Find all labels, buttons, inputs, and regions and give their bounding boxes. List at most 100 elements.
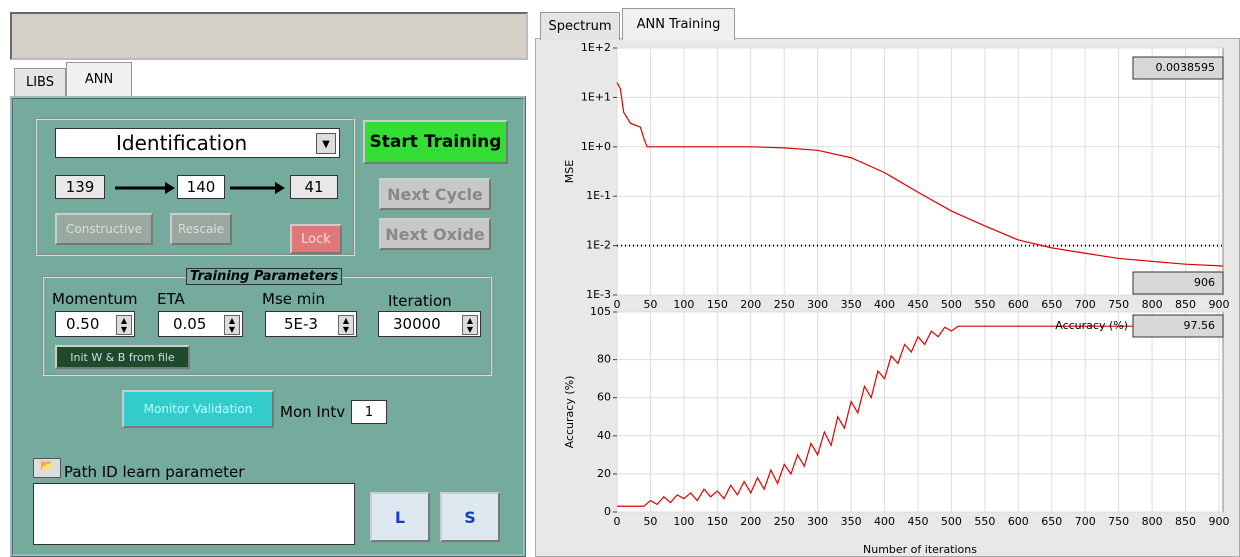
x-tick-label: 500	[941, 298, 962, 311]
x-tick-label: 150	[707, 515, 728, 528]
x-tick-label: 100	[673, 298, 694, 311]
param-value: 30000	[393, 315, 441, 333]
y-tick-label: 1E+1	[581, 90, 611, 103]
readout-value: 97.56	[1184, 319, 1216, 332]
next-cycle-button[interactable]: Next Cycle	[379, 178, 491, 210]
plot-area	[616, 47, 1224, 296]
x-tick-label: 900	[1208, 515, 1229, 528]
param-label: Momentum	[52, 290, 138, 308]
constructive-button[interactable]: Constructive	[55, 213, 153, 245]
arrows	[115, 182, 285, 194]
tab[interactable]: ANN	[66, 62, 132, 96]
x-tick-label: 300	[807, 515, 828, 528]
init-button[interactable]: Init W & B from file	[55, 345, 190, 369]
x-tick-label: 100	[673, 515, 694, 528]
spinner[interactable]: ▲ ▼	[224, 315, 240, 335]
folder-button[interactable]: 📂	[33, 458, 61, 478]
tab[interactable]: ANN Training	[622, 8, 735, 40]
param-input[interactable]: 0.05 ▲ ▼	[158, 311, 243, 337]
x-tick-label: 750	[1108, 298, 1129, 311]
layer-output[interactable]: 41	[290, 175, 338, 199]
x-tick-label: 450	[907, 515, 928, 528]
path-field[interactable]	[33, 483, 355, 545]
param-input[interactable]: 0.50 ▲ ▼	[55, 311, 135, 337]
y-tick-label: 105	[590, 305, 611, 318]
x-tick-label: 700	[1075, 298, 1096, 311]
x-tick-label: 550	[974, 298, 995, 311]
dropdown-arrow[interactable]: ▼	[316, 133, 336, 154]
spinner[interactable]: ▲ ▼	[116, 315, 132, 335]
next-oxide-button[interactable]: Next Oxide	[379, 218, 491, 250]
x-tick-label: 400	[874, 298, 895, 311]
readout-box	[1132, 314, 1224, 338]
layer-hidden[interactable]: 140	[177, 175, 225, 199]
x-tick-label: 600	[1008, 298, 1029, 311]
mon-label: Mon Intv	[280, 403, 346, 421]
monitor-button[interactable]: Monitor Validation	[122, 390, 274, 428]
spinner[interactable]: ▲ ▼	[462, 315, 478, 335]
lock-button[interactable]: Lock	[290, 224, 342, 254]
param-value: 0.50	[66, 315, 100, 333]
param-value: 0.05	[173, 315, 207, 333]
x-tick-label: 800	[1142, 298, 1163, 311]
readout-box	[1132, 271, 1224, 295]
param-input[interactable]: 5E-3 ▲ ▼	[265, 311, 357, 337]
params-title: Training Parameters	[186, 268, 343, 285]
x-tick-label: 650	[1041, 515, 1062, 528]
load-icon[interactable]: L	[370, 492, 430, 542]
x-tick-label: 500	[941, 515, 962, 528]
x-tick-label: 350	[841, 298, 862, 311]
layer-input[interactable]: 139	[55, 175, 105, 199]
x-tick-label: 200	[740, 515, 761, 528]
x-tick-label: 250	[774, 298, 795, 311]
rescale-button[interactable]: Rescale	[170, 213, 232, 245]
y-axis-label: MSE	[563, 160, 576, 183]
y-tick-label: 1E+0	[581, 140, 611, 153]
readout-label: Accuracy (%)	[1055, 319, 1128, 332]
param-label: Mse min	[262, 290, 326, 308]
spinner[interactable]: ▲ ▼	[338, 315, 354, 335]
x-tick-label: 600	[1008, 515, 1029, 528]
path-label: Path ID learn parameter	[64, 463, 245, 481]
title-bar	[10, 12, 528, 60]
plot-area	[616, 311, 1224, 513]
readout-value: 0.0038595	[1156, 61, 1216, 74]
y-tick-label: 1E+2	[581, 41, 611, 54]
x-axis-label: Number of iterations	[863, 543, 977, 556]
x-tick-label: 0	[614, 515, 621, 528]
x-tick-label: 400	[874, 515, 895, 528]
param-input[interactable]: 30000 ▲ ▼	[378, 311, 481, 337]
start-button[interactable]: Start Training	[363, 120, 508, 164]
y-tick-label: 0	[604, 505, 611, 518]
x-tick-label: 0	[614, 298, 621, 311]
y-tick-label: 40	[597, 429, 611, 442]
data-line	[616, 82, 1224, 267]
tab[interactable]: LIBS	[14, 68, 66, 96]
x-tick-label: 350	[841, 515, 862, 528]
tab[interactable]: Spectrum	[540, 12, 620, 40]
x-tick-label: 800	[1142, 515, 1163, 528]
group-box	[35, 118, 355, 256]
x-tick-label: 900	[1208, 298, 1229, 311]
param-label: Iteration	[388, 292, 452, 310]
x-tick-label: 200	[740, 298, 761, 311]
x-tick-label: 50	[643, 515, 657, 528]
x-tick-label: 450	[907, 298, 928, 311]
x-tick-label: 850	[1175, 515, 1196, 528]
x-tick-label: 50	[643, 298, 657, 311]
readout-value: 906	[1194, 276, 1215, 289]
save-icon[interactable]: S	[440, 492, 500, 542]
data-line	[617, 325, 1223, 507]
x-tick-label: 750	[1108, 515, 1129, 528]
y-tick-label: 1E-2	[586, 239, 611, 252]
x-tick-label: 650	[1041, 298, 1062, 311]
mode-select[interactable]: Identification	[55, 128, 340, 158]
y-axis-label: Accuracy (%)	[563, 376, 576, 449]
y-tick-label: 80	[597, 353, 611, 366]
x-tick-label: 250	[774, 515, 795, 528]
mon-input[interactable]: 1	[351, 400, 387, 424]
y-tick-label: 20	[597, 467, 611, 480]
x-tick-label: 700	[1075, 515, 1096, 528]
y-tick-label: 1E-1	[586, 189, 611, 202]
